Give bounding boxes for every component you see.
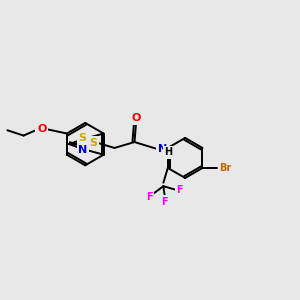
Text: F: F <box>176 185 183 195</box>
Text: F: F <box>146 192 153 203</box>
Text: S: S <box>89 138 97 148</box>
Text: O: O <box>131 113 141 124</box>
Text: N: N <box>158 143 167 154</box>
Text: H: H <box>165 147 173 157</box>
Text: N: N <box>78 145 88 155</box>
Text: F: F <box>161 197 168 207</box>
Text: S: S <box>78 133 86 143</box>
Text: Br: Br <box>219 163 231 173</box>
Text: O: O <box>37 124 46 134</box>
